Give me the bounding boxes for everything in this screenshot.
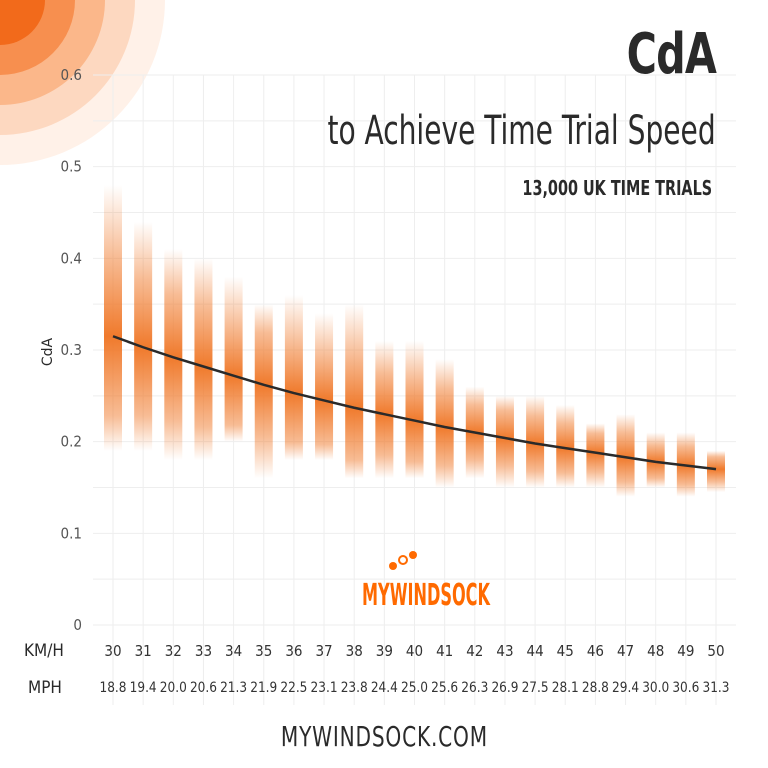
- x-tick-label-mph: 29.4: [612, 680, 639, 696]
- x-tick-label-mph: 23.1: [311, 680, 338, 696]
- y-tick-label: 0.5: [61, 158, 82, 176]
- x-tick-label-kmh: 43: [496, 642, 513, 660]
- range-bar: [526, 395, 545, 488]
- range-bar: [405, 340, 424, 479]
- y-tick-label: 0.2: [61, 433, 82, 451]
- chart-title: CdA: [626, 22, 717, 87]
- range-bar: [616, 414, 635, 497]
- x-tick-label-kmh: 50: [707, 642, 724, 660]
- range-bar: [556, 405, 575, 488]
- range-bar: [646, 432, 665, 488]
- x-tick-label-mph: 22.5: [280, 680, 307, 696]
- x-tick-label-kmh: 40: [406, 642, 423, 660]
- range-bar: [435, 359, 454, 488]
- y-tick-label: 0.1: [61, 524, 82, 542]
- x-tick-label-kmh: 33: [195, 642, 212, 660]
- range-bar: [254, 304, 273, 479]
- range-bar: [345, 304, 364, 479]
- x-tick-label-mph: 26.3: [461, 680, 488, 696]
- x-row-label-mph: MPH: [28, 678, 62, 698]
- range-bar: [707, 450, 725, 493]
- x-tick-label-mph: 25.0: [401, 680, 428, 696]
- range-bar: [375, 340, 394, 479]
- y-tick-label: 0: [73, 616, 82, 634]
- x-tick-label-kmh: 47: [617, 642, 634, 660]
- x-tick-label-mph: 28.8: [582, 680, 609, 696]
- x-tick-label-kmh: 49: [677, 642, 694, 660]
- logo-text: MYWINDSOCK: [362, 578, 491, 613]
- x-tick-label-mph: 20.0: [160, 680, 187, 696]
- x-tick-label-kmh: 38: [346, 642, 363, 660]
- x-tick-label-mph: 30.6: [672, 680, 699, 696]
- footer-url: MYWINDSOCK.COM: [0, 720, 768, 753]
- range-bar: [284, 295, 303, 460]
- x-tick-label-kmh: 45: [557, 642, 574, 660]
- x-tick-labels: 30 18.8 31 19.4 32 20.0 33 20.6 34 21.3 35 21.9 36 22…: [100, 642, 730, 696]
- x-tick-label-mph: 30.0: [642, 680, 669, 696]
- range-bar: [224, 276, 243, 442]
- x-tick-label-mph: 28.1: [552, 680, 579, 696]
- range-bar: [194, 258, 213, 460]
- y-tick-labels: 0 0.1 0.2 0.3 0.4 0.5 0.6: [61, 66, 82, 634]
- x-tick-label-mph: 24.4: [371, 680, 398, 696]
- y-tick-label: 0.6: [61, 66, 82, 84]
- x-tick-label-kmh: 42: [466, 642, 483, 660]
- x-tick-label-kmh: 37: [315, 642, 332, 660]
- range-bar: [104, 185, 122, 451]
- x-tick-label-mph: 26.9: [491, 680, 518, 696]
- range-bar: [586, 423, 605, 488]
- x-tick-label-mph: 21.9: [250, 680, 277, 696]
- x-tick-label-mph: 25.6: [431, 680, 458, 696]
- x-tick-label-kmh: 44: [527, 642, 544, 660]
- x-tick-label-kmh: 48: [647, 642, 664, 660]
- x-tick-label-kmh: 31: [135, 642, 152, 660]
- x-tick-label-kmh: 35: [255, 642, 272, 660]
- trend-line: [112, 335, 717, 471]
- range-bar: [164, 249, 183, 460]
- x-tick-label-mph: 19.4: [130, 680, 157, 696]
- y-axis-label: CdA: [40, 337, 56, 366]
- x-row-label-kmh: KM/H: [24, 641, 64, 661]
- range-bar: [315, 313, 334, 460]
- logo: MYWINDSOCK: [362, 551, 491, 613]
- x-tick-label-kmh: 36: [285, 642, 302, 660]
- x-tick-label-mph: 23.8: [341, 680, 368, 696]
- x-tick-label-mph: 31.3: [703, 680, 730, 696]
- y-tick-label: 0.3: [61, 341, 82, 359]
- corner-circles: [0, 0, 165, 165]
- range-bar: [134, 221, 153, 451]
- x-tick-label-mph: 18.8: [100, 680, 127, 696]
- x-tick-label-kmh: 34: [225, 642, 242, 660]
- chart-annotation: 13,000 UK TIME TRIALS: [522, 176, 712, 200]
- range-bars: [104, 185, 725, 497]
- x-tick-label-kmh: 39: [376, 642, 393, 660]
- footer-text: MYWINDSOCK.COM: [280, 720, 488, 753]
- x-tick-label-mph: 27.5: [522, 680, 549, 696]
- x-tick-label-mph: 21.3: [220, 680, 247, 696]
- x-tick-label-kmh: 46: [587, 642, 604, 660]
- y-tick-label: 0.4: [61, 249, 82, 267]
- range-bar: [495, 395, 514, 488]
- chart-subtitle: to Achieve Time Trial Speed: [327, 108, 716, 154]
- x-tick-label-mph: 20.6: [190, 680, 217, 696]
- x-tick-label-kmh: 32: [165, 642, 182, 660]
- x-tick-label-kmh: 30: [104, 642, 121, 660]
- x-tick-label-kmh: 41: [436, 642, 453, 660]
